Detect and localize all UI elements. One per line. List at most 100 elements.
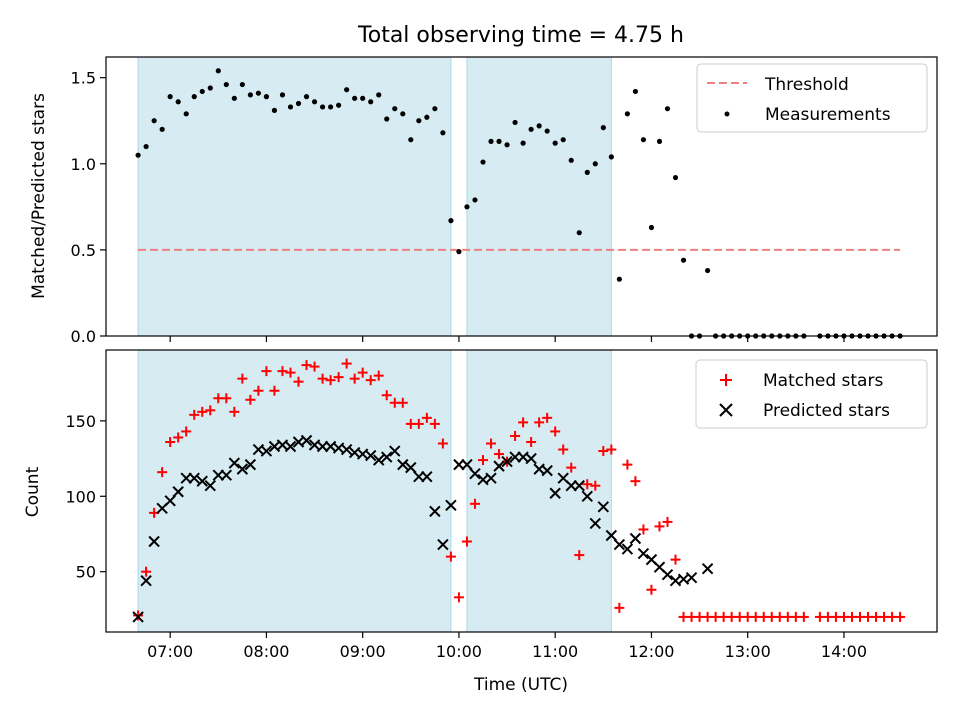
x-axis-label: Time (UTC) (473, 675, 568, 695)
measurement-point (624, 111, 630, 117)
measurement-point (520, 140, 526, 146)
matched-star-point (197, 406, 208, 417)
matched-star-point (301, 360, 312, 371)
matched-star-point (413, 418, 424, 429)
measurement-point (632, 88, 639, 95)
marker-stroke (397, 458, 409, 471)
marker-stroke (172, 486, 184, 498)
predicted-star-point (405, 461, 417, 474)
predicted-star-point (629, 532, 642, 545)
marker-stroke (421, 470, 433, 483)
predicted-star-point (437, 538, 449, 551)
matched-star-point (622, 459, 633, 470)
marker-stroke (405, 461, 417, 474)
measurement-point (183, 111, 189, 117)
measurement-point (464, 204, 470, 210)
marker-stroke (188, 472, 200, 484)
marker-stroke (132, 611, 144, 623)
measurement-point (616, 276, 622, 282)
matched-star-point (341, 358, 352, 369)
measurement-point (480, 159, 486, 165)
measurement-point (368, 99, 374, 105)
matched-star-point (566, 462, 577, 473)
matched-star-point (349, 373, 360, 384)
matched-star-point (429, 418, 440, 429)
measurement-point (576, 230, 582, 236)
measurement-point (664, 106, 671, 112)
measurement-point (640, 137, 647, 143)
predicted-star-point (220, 469, 233, 481)
measurement-point (175, 99, 181, 105)
matched-star-point (526, 436, 537, 447)
measurement-point (448, 218, 454, 224)
matched-star-point (373, 370, 384, 381)
top-panel: 0.0 0.5 1.0 1.5 (71, 56, 938, 346)
matched-star-point (205, 405, 216, 416)
measurement-point (255, 90, 262, 96)
measurement-point (135, 152, 141, 158)
predicted-star-point (485, 472, 497, 484)
matched-star-point (630, 476, 641, 487)
matched-star-point (237, 373, 248, 384)
measurement-point (704, 267, 711, 274)
predicted-star-point (300, 434, 313, 447)
marker-stroke (501, 455, 513, 468)
measurement-point (384, 116, 390, 122)
measurement-point (360, 95, 366, 101)
marker-stroke (220, 469, 233, 481)
x-tick-label: 11:00 (532, 642, 578, 661)
marker-stroke (549, 487, 561, 499)
matched-star-point (173, 432, 184, 443)
matched-star-point (646, 584, 657, 595)
marker-stroke (557, 472, 569, 484)
measurement-point (327, 104, 334, 110)
marker-stroke (445, 499, 457, 512)
y-tick-label: 50 (76, 563, 96, 582)
matched-star-point (365, 375, 376, 386)
measurement-point (512, 119, 518, 126)
predicted-star-point (389, 445, 401, 457)
marker-stroke (597, 501, 610, 513)
measurement-point (456, 249, 462, 255)
predicted-star-point (421, 470, 433, 483)
matched-star-point (221, 393, 232, 404)
matched-star-point (558, 444, 569, 455)
marker-stroke (581, 490, 593, 502)
bottom-legend: Matched stars Predicted stars (695, 359, 928, 429)
matched-star-point (245, 394, 256, 405)
predicted-star-point (204, 480, 216, 492)
predicted-star-point (541, 464, 553, 477)
marker-stroke (244, 458, 257, 471)
top-y-axis-label: Matched/Predicted stars (29, 93, 49, 299)
predicted-star-point (429, 505, 441, 518)
measurement-point (271, 107, 278, 113)
matched-star-point (534, 417, 545, 428)
matched-star-point (437, 438, 448, 449)
marker-stroke (645, 553, 658, 566)
measurement-point (295, 100, 302, 107)
marker-stroke (140, 575, 152, 587)
matched-star-point (157, 467, 168, 478)
matched-star-point (317, 373, 328, 384)
measurement-point (400, 111, 406, 117)
predicted-legend-label: Predicted stars (763, 401, 890, 421)
predicted-star-point (132, 611, 144, 623)
marker-stroke (589, 517, 602, 530)
matched-star-point (141, 566, 152, 577)
matched-star-point (461, 536, 472, 547)
marker-stroke (677, 573, 690, 585)
predicted-star-point (493, 460, 505, 472)
marker-stroke (485, 472, 497, 484)
measurement-point (143, 143, 149, 150)
measurement-point (344, 87, 350, 93)
matched-star-point (614, 602, 625, 613)
predicted-star-point (581, 490, 593, 502)
y-tick-label: 0.0 (71, 327, 96, 346)
matched-star-point (261, 366, 272, 377)
measurement-point (656, 138, 663, 144)
matched-star-point (469, 498, 480, 509)
shaded-interval (137, 349, 452, 633)
marker-stroke (613, 538, 626, 551)
measurement-point (488, 138, 494, 144)
measurement-point (159, 126, 165, 132)
